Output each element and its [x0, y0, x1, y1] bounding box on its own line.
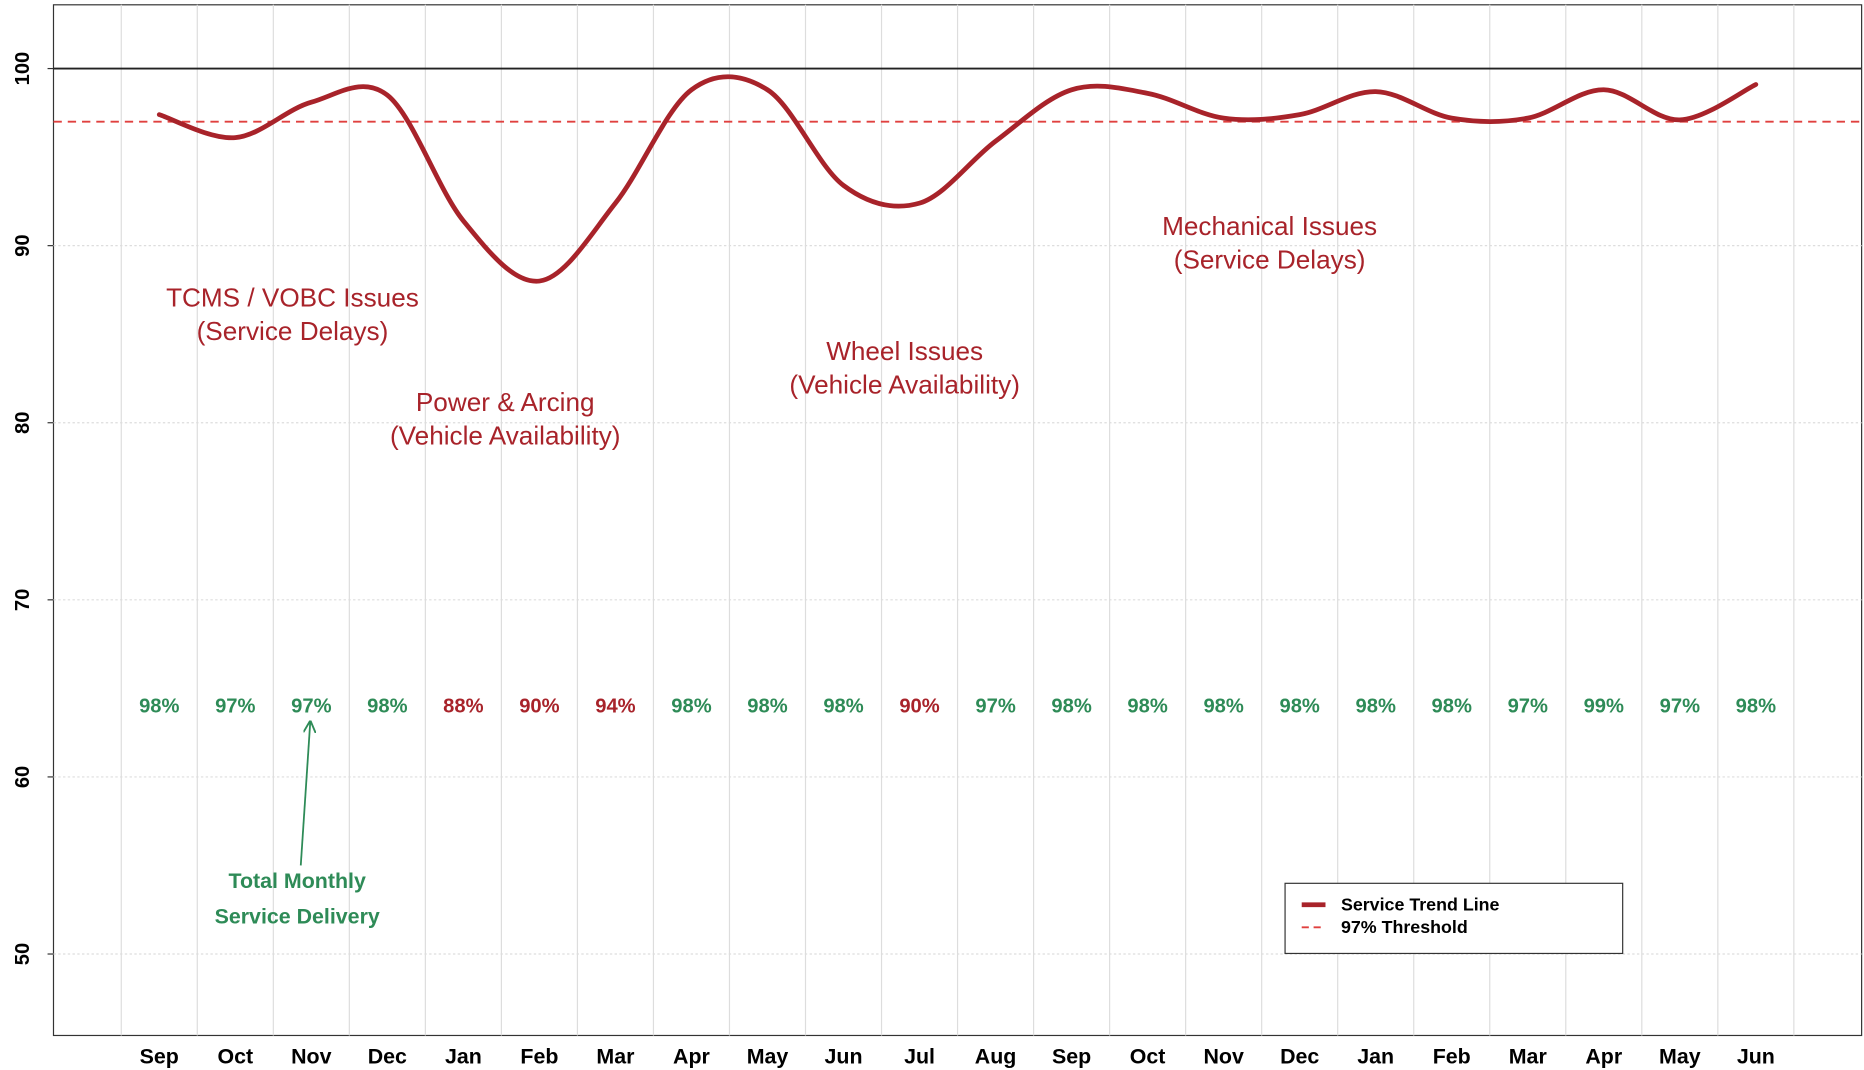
x-tick-label: Sep: [1052, 1045, 1091, 1069]
delivery-label: 98%: [1051, 696, 1091, 718]
delivery-label: 97%: [215, 696, 255, 718]
delivery-label: 98%: [1127, 696, 1167, 718]
x-tick-label: Apr: [673, 1045, 710, 1069]
x-tick-label: Apr: [1585, 1045, 1622, 1069]
legend-box: [1284, 882, 1624, 955]
delivery-label: 98%: [139, 696, 179, 718]
x-tick-label: Jan: [1357, 1045, 1394, 1069]
x-tick-label: Sep: [140, 1045, 179, 1069]
delivery-label: 99%: [1584, 696, 1624, 718]
delivery-label: 98%: [1356, 696, 1396, 718]
x-tick-label: Nov: [1203, 1045, 1243, 1069]
x-tick-label: Jun: [825, 1045, 863, 1069]
x-tick-label: May: [1659, 1045, 1701, 1069]
x-tick-label: Mar: [596, 1045, 634, 1069]
x-tick-label: Oct: [217, 1045, 253, 1069]
annotation: (Vehicle Availability): [789, 369, 1020, 399]
x-tick-label: Aug: [975, 1045, 1017, 1069]
x-tick-label: Jan: [445, 1045, 482, 1069]
x-tick-label: Jul: [904, 1045, 935, 1069]
x-tick-label: Feb: [520, 1045, 558, 1069]
legend-label: Service Trend Line: [1341, 895, 1500, 915]
x-tick-label: Dec: [368, 1045, 407, 1069]
legend-label: 97% Threshold: [1341, 917, 1468, 937]
x-tick-label: Mar: [1509, 1045, 1547, 1069]
delivery-label: 98%: [823, 696, 863, 718]
callout-text: Total Monthly: [229, 869, 366, 893]
delivery-label: 97%: [291, 696, 331, 718]
x-tick-label: Oct: [1130, 1045, 1166, 1069]
annotation: (Service Delays): [1174, 244, 1366, 274]
delivery-label: 97%: [975, 696, 1015, 718]
x-tick-label: Dec: [1280, 1045, 1319, 1069]
x-tick-label: May: [747, 1045, 789, 1069]
annotation: (Service Delays): [197, 316, 389, 346]
annotation: TCMS / VOBC Issues: [166, 283, 419, 313]
y-tick-label: 70: [12, 589, 34, 611]
y-tick-label: 100: [12, 52, 34, 86]
delivery-label: 97%: [1508, 696, 1548, 718]
delivery-label: 97%: [1660, 696, 1700, 718]
delivery-label: 88%: [443, 696, 483, 718]
delivery-label: 98%: [747, 696, 787, 718]
y-tick-label: 50: [12, 943, 34, 965]
x-tick-label: Nov: [291, 1045, 331, 1069]
y-tick-label: 80: [12, 412, 34, 434]
annotation: Wheel Issues: [826, 336, 983, 366]
delivery-label: 98%: [1279, 696, 1319, 718]
delivery-label: 90%: [519, 696, 559, 718]
delivery-label: 94%: [595, 696, 635, 718]
x-tick-label: Jun: [1737, 1045, 1775, 1069]
delivery-label: 98%: [671, 696, 711, 718]
callout-text: Service Delivery: [215, 904, 380, 928]
x-tick-label: Feb: [1433, 1045, 1471, 1069]
annotation: (Vehicle Availability): [390, 420, 621, 450]
y-tick-label: 60: [12, 766, 34, 788]
trend-line: [156, 74, 1759, 284]
delivery-label: 90%: [899, 696, 939, 718]
annotation: Power & Arcing: [416, 387, 595, 417]
y-tick-label: 90: [12, 234, 34, 256]
callout-arrow: [299, 722, 311, 866]
delivery-label: 98%: [1736, 696, 1776, 718]
delivery-label: 98%: [1432, 696, 1472, 718]
delivery-label: 98%: [1203, 696, 1243, 718]
annotation: Mechanical Issues: [1162, 211, 1377, 241]
delivery-label: 98%: [367, 696, 407, 718]
